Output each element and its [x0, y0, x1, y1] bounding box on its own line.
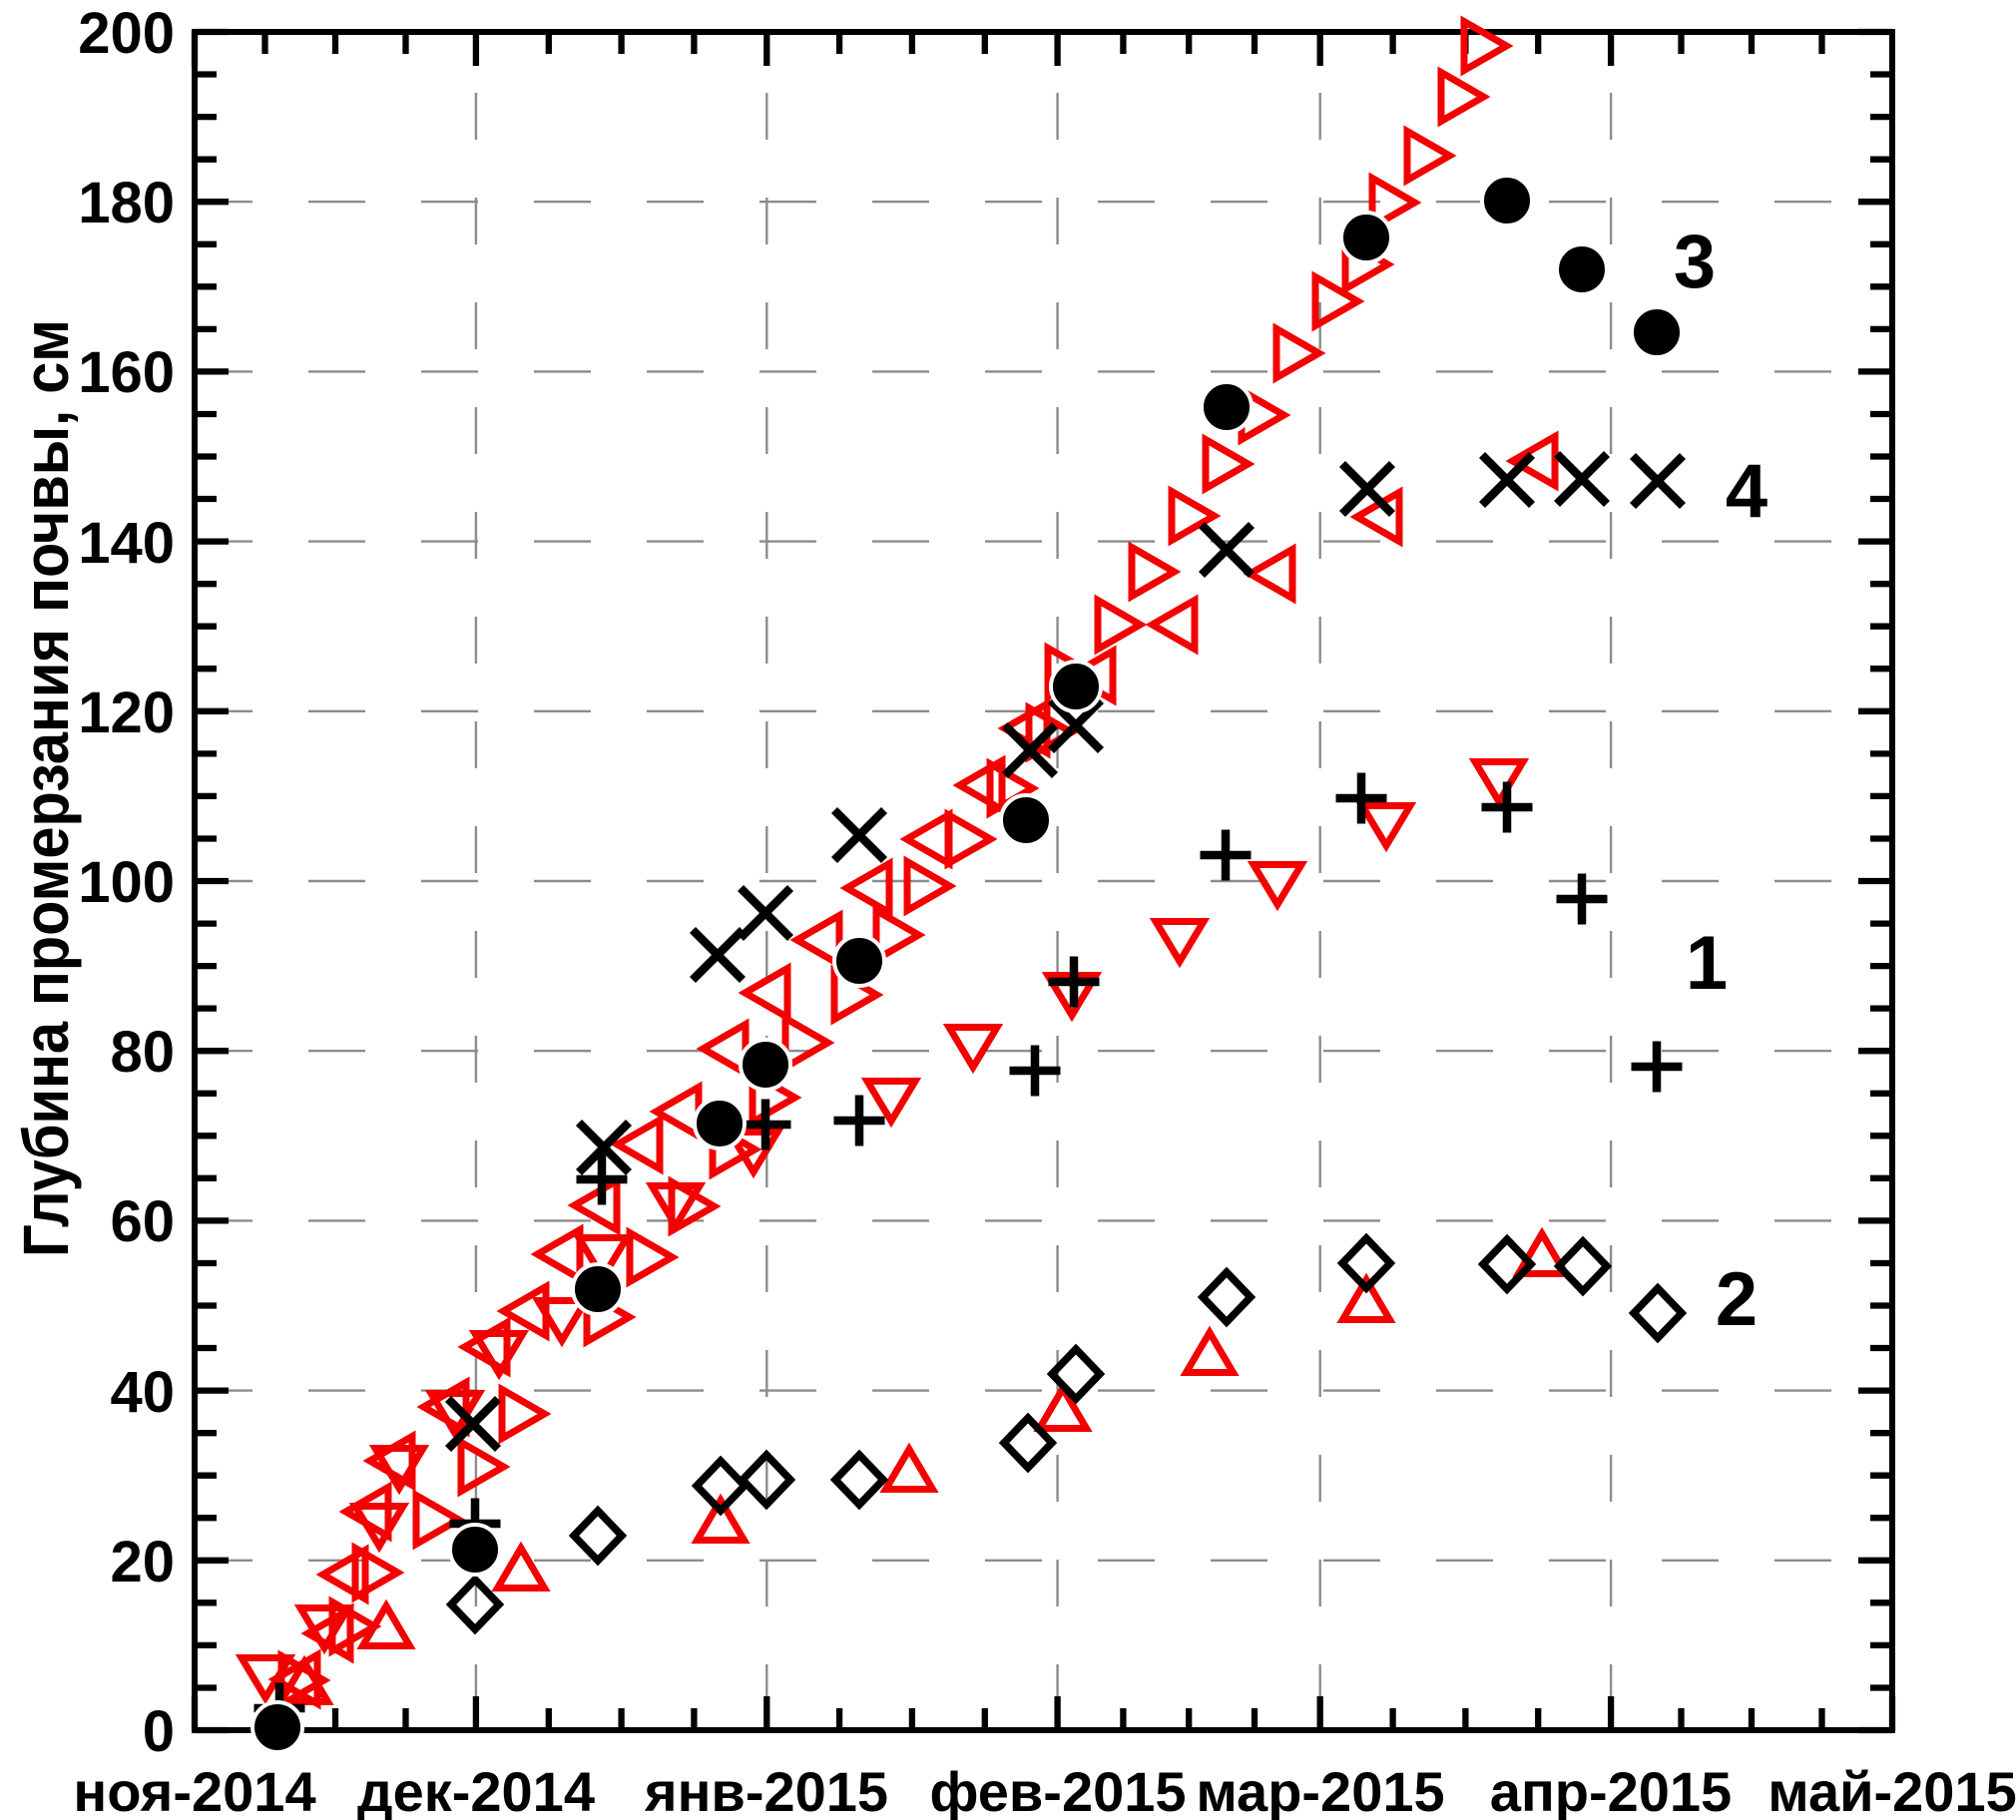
svg-text:Глубина промерзания почвы, см: Глубина промерзания почвы, см — [10, 319, 82, 1257]
svg-text:2: 2 — [1716, 1257, 1758, 1342]
svg-text:40: 40 — [110, 1360, 175, 1425]
svg-text:140: 140 — [78, 511, 175, 576]
svg-text:мар-2015: мар-2015 — [1196, 1760, 1444, 1820]
svg-text:120: 120 — [78, 681, 175, 745]
svg-text:80: 80 — [110, 1020, 175, 1085]
svg-text:1: 1 — [1686, 921, 1728, 1006]
svg-text:4: 4 — [1726, 449, 1767, 534]
svg-text:60: 60 — [110, 1189, 175, 1254]
svg-text:фев-2015: фев-2015 — [929, 1760, 1186, 1820]
svg-text:0: 0 — [143, 1699, 175, 1764]
svg-text:3: 3 — [1674, 220, 1716, 304]
svg-text:май-2015: май-2015 — [1767, 1760, 2016, 1820]
svg-text:дек-2014: дек-2014 — [357, 1760, 595, 1820]
svg-text:апр-2015: апр-2015 — [1490, 1760, 1732, 1820]
svg-text:180: 180 — [78, 171, 175, 235]
svg-text:160: 160 — [78, 340, 175, 405]
svg-text:200: 200 — [78, 1, 175, 66]
svg-text:ноя-2014: ноя-2014 — [73, 1760, 315, 1820]
svg-text:янв-2015: янв-2015 — [644, 1760, 888, 1820]
svg-text:100: 100 — [78, 850, 175, 915]
svg-text:20: 20 — [110, 1530, 175, 1594]
